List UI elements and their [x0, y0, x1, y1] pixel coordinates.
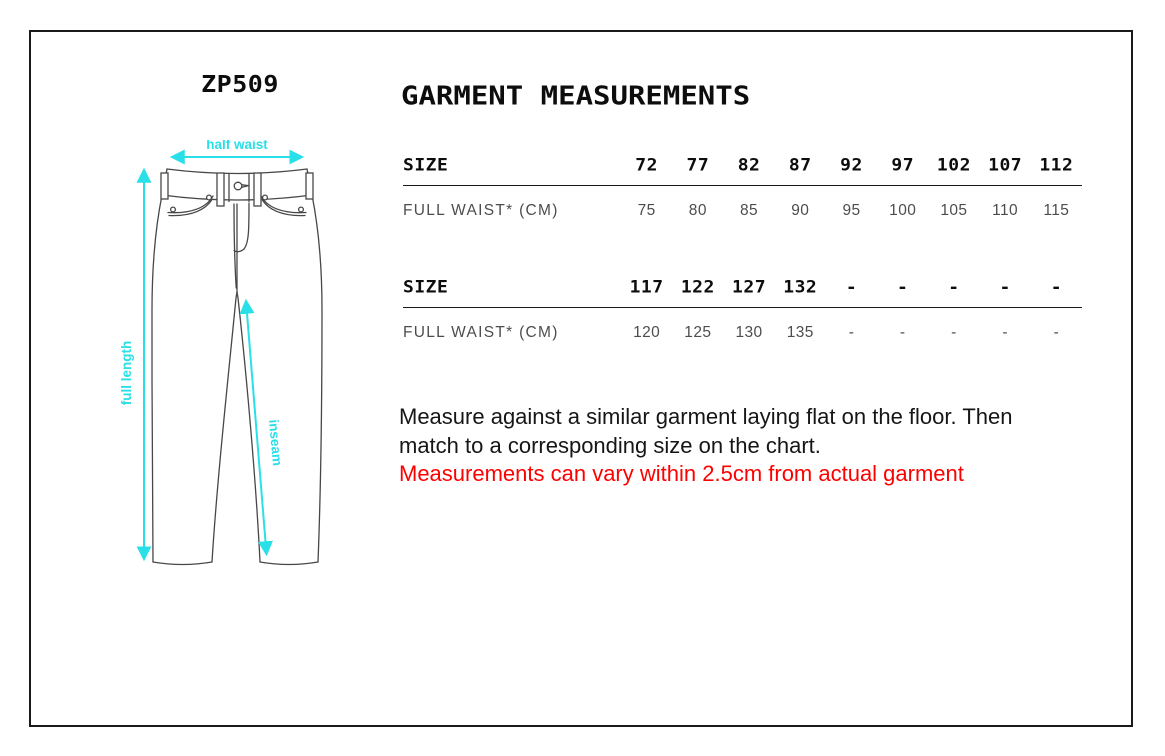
- belt-loops: [160, 172, 314, 207]
- waist-value: 95: [842, 202, 861, 219]
- inseam-label: inseam: [266, 419, 285, 467]
- left-hem: [152, 561, 213, 566]
- size-value: 127: [732, 277, 767, 298]
- page-border: [29, 30, 1133, 727]
- waist-value: 110: [992, 202, 1019, 219]
- size-value: -: [948, 277, 960, 298]
- waist-button-tail: [241, 184, 249, 188]
- table-rule: [403, 307, 1082, 308]
- size-value: 72: [635, 155, 658, 176]
- page-title: GARMENT MEASUREMENTS: [401, 80, 751, 111]
- size-header-row: SIZE 117 122 127 132 - - - - -: [403, 271, 1082, 307]
- table-rule: [403, 185, 1082, 186]
- pants-diagram: half waist full length inseam: [110, 137, 350, 600]
- pants-drawing: half waist full length inseam: [119, 137, 323, 566]
- left-pocket: [167, 194, 214, 217]
- half-waist-label: half waist: [206, 140, 268, 152]
- size-table-1: SIZE 72 77 82 87 92 97 102 107 112 FULL …: [403, 149, 1082, 220]
- size-value: 77: [686, 155, 710, 176]
- waist-value: -: [951, 324, 957, 341]
- waist-value: 75: [637, 202, 656, 219]
- size-value: -: [1050, 277, 1063, 298]
- product-code: ZP509: [201, 71, 279, 98]
- pants-outline: [151, 168, 323, 566]
- full-length-label: full length: [119, 341, 134, 406]
- size-header-label: SIZE: [403, 155, 449, 176]
- waist-value: 120: [633, 324, 661, 341]
- full-waist-label: FULL WAIST* (CM): [403, 202, 559, 219]
- waist-value: 115: [1043, 202, 1070, 219]
- size-header-label: SIZE: [403, 277, 449, 298]
- size-value: 117: [629, 277, 664, 298]
- waist-value: -: [899, 324, 906, 341]
- waist-value: 105: [940, 202, 968, 219]
- waist-value: -: [848, 324, 855, 341]
- size-value: 82: [737, 155, 761, 176]
- right-pocket: [260, 194, 307, 217]
- waist-value: 125: [684, 324, 712, 341]
- size-value: -: [999, 277, 1011, 298]
- right-leg-outer-seam: [311, 194, 323, 563]
- waist-button: [233, 181, 243, 191]
- measurement-arrows: [136, 149, 305, 562]
- waist-value: 100: [889, 202, 917, 219]
- size-value: 92: [840, 155, 863, 176]
- size-value: 97: [891, 155, 915, 176]
- placket: [228, 173, 250, 203]
- size-value: -: [845, 277, 858, 298]
- instruction-line-1: Measure against a similar garment laying…: [399, 404, 1013, 429]
- full-waist-label: FULL WAIST* (CM): [403, 324, 559, 341]
- waist-value: 135: [786, 324, 814, 341]
- waist-value: 80: [688, 202, 707, 219]
- instruction-line-2: match to a corresponding size on the cha…: [399, 432, 821, 458]
- size-value: 102: [936, 155, 971, 176]
- size-table-2: SIZE 117 122 127 132 - - - - - FULL WAIS…: [403, 271, 1082, 342]
- size-value: 107: [988, 155, 1023, 176]
- size-value: 132: [783, 277, 818, 298]
- left-leg-outer-seam: [151, 194, 163, 563]
- inseam-arrow: [239, 298, 273, 557]
- waist-value: 85: [740, 202, 759, 219]
- size-header-row: SIZE 72 77 82 87 92 97 102 107 112: [403, 149, 1082, 185]
- right-hem: [259, 561, 319, 566]
- size-value: 87: [788, 155, 812, 176]
- size-value: 112: [1039, 155, 1074, 176]
- waist-value: -: [1053, 324, 1060, 341]
- center-front-stitch: [233, 203, 237, 289]
- full-waist-row: FULL WAIST* (CM) 75 80 85 90 95 100 105 …: [403, 186, 1082, 220]
- left-leg-inner-seam: [211, 291, 238, 563]
- waist-value: 90: [791, 202, 810, 219]
- waist-value: 130: [735, 324, 763, 341]
- fly-j-stitch: [233, 202, 250, 253]
- measurement-notes: Measure against a similar garment laying…: [399, 403, 1111, 489]
- full-waist-row: FULL WAIST* (CM) 120 125 130 135 - - - -…: [403, 308, 1082, 342]
- waist-value: -: [1002, 324, 1008, 341]
- tolerance-warning: Measurements can vary within 2.5cm from …: [399, 461, 964, 486]
- size-value: -: [897, 277, 909, 298]
- size-value: 122: [680, 277, 715, 298]
